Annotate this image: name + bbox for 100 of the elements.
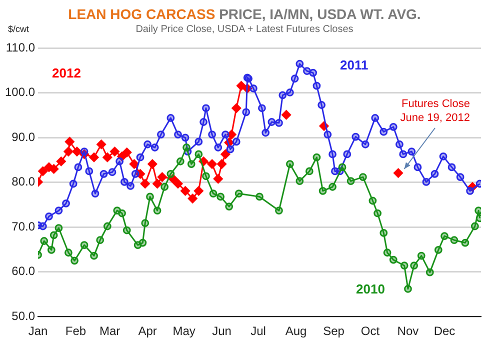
point bbox=[80, 241, 88, 249]
point bbox=[117, 152, 127, 162]
chart-subtitle: Daily Price Close, USDA + Latest Futures Closes bbox=[136, 24, 354, 35]
point bbox=[50, 231, 58, 240]
y-tick-label: 60.0 bbox=[12, 264, 36, 278]
point bbox=[89, 152, 99, 162]
point bbox=[141, 219, 150, 228]
point bbox=[286, 160, 294, 168]
point bbox=[173, 178, 183, 188]
x-tick-label: Mar bbox=[99, 324, 120, 338]
point bbox=[400, 262, 408, 270]
point bbox=[47, 246, 56, 254]
point bbox=[160, 182, 169, 191]
point bbox=[217, 159, 227, 169]
x-tick-label: Sep bbox=[323, 324, 345, 338]
point bbox=[72, 146, 82, 156]
point bbox=[102, 152, 112, 162]
point bbox=[282, 110, 292, 120]
point bbox=[153, 206, 162, 215]
point bbox=[368, 196, 377, 205]
point bbox=[118, 209, 126, 218]
point bbox=[216, 192, 225, 201]
point bbox=[64, 248, 72, 257]
point bbox=[225, 202, 234, 211]
point bbox=[346, 177, 355, 186]
y-axis-title: $/cwt bbox=[8, 24, 30, 34]
point bbox=[180, 186, 190, 196]
point bbox=[380, 229, 388, 237]
point bbox=[410, 262, 418, 270]
point bbox=[166, 170, 175, 178]
point bbox=[188, 194, 198, 204]
point bbox=[64, 136, 74, 146]
point bbox=[232, 103, 242, 113]
point bbox=[461, 238, 470, 247]
point bbox=[404, 284, 412, 293]
point bbox=[236, 81, 246, 91]
point bbox=[40, 237, 48, 245]
point bbox=[64, 146, 74, 156]
point bbox=[194, 150, 203, 158]
x-tick-label: Feb bbox=[65, 324, 86, 338]
point bbox=[49, 164, 59, 174]
point bbox=[359, 173, 367, 181]
point bbox=[157, 172, 167, 182]
point bbox=[122, 148, 132, 158]
point bbox=[383, 248, 392, 257]
point bbox=[122, 226, 131, 234]
point bbox=[96, 140, 106, 150]
y-tick-label: 80.0 bbox=[12, 174, 36, 189]
point bbox=[305, 167, 314, 176]
y-tick-label: 50.0 bbox=[12, 308, 36, 323]
point bbox=[450, 236, 458, 244]
point bbox=[168, 174, 178, 184]
point bbox=[470, 222, 479, 230]
y-tick-label: 90.0 bbox=[12, 130, 36, 144]
x-tick-label: Jun bbox=[212, 324, 232, 338]
point bbox=[213, 174, 223, 184]
point bbox=[54, 224, 63, 232]
point bbox=[434, 246, 442, 254]
point bbox=[148, 159, 158, 169]
point bbox=[152, 178, 162, 188]
point bbox=[207, 159, 217, 169]
point bbox=[110, 146, 120, 156]
point bbox=[440, 232, 448, 240]
y-tick-label: 70.0 bbox=[12, 219, 36, 234]
annotation: Futures Close June 19, 2012 bbox=[400, 98, 470, 124]
point bbox=[220, 149, 230, 159]
x-tick-label: Aug bbox=[285, 324, 307, 338]
point bbox=[138, 238, 147, 247]
point bbox=[56, 156, 66, 166]
text: 2012 bbox=[52, 66, 81, 81]
point bbox=[209, 190, 218, 198]
point bbox=[140, 178, 150, 188]
point bbox=[176, 157, 184, 166]
point bbox=[256, 192, 264, 201]
point bbox=[129, 159, 139, 169]
point bbox=[96, 236, 104, 244]
point bbox=[338, 163, 346, 172]
point bbox=[296, 177, 304, 186]
point bbox=[90, 252, 98, 260]
series-label: 2011 bbox=[340, 58, 368, 73]
x-tick-label: Jul bbox=[250, 324, 266, 338]
x-tick-label: May bbox=[172, 324, 196, 338]
point bbox=[312, 153, 321, 162]
y-tick-label: 110.0 bbox=[6, 40, 36, 55]
point bbox=[70, 256, 78, 265]
x-tick-label: Oct bbox=[360, 324, 380, 338]
x-tick-label: Apr bbox=[138, 324, 157, 338]
point bbox=[136, 169, 146, 179]
chart-title: LEAN HOG CARCASS PRICE, IA/MN, USDA WT. AVG. bbox=[68, 6, 421, 22]
point bbox=[234, 190, 243, 198]
point bbox=[194, 186, 204, 196]
y-tick-label: 100.0 bbox=[5, 85, 36, 100]
point bbox=[187, 160, 196, 168]
x-tick-label: Jan bbox=[28, 324, 48, 338]
point bbox=[393, 168, 403, 178]
point bbox=[275, 206, 283, 215]
point bbox=[374, 209, 382, 218]
x-tick-label: Nov bbox=[397, 324, 419, 338]
point bbox=[103, 222, 112, 230]
point bbox=[318, 186, 327, 195]
